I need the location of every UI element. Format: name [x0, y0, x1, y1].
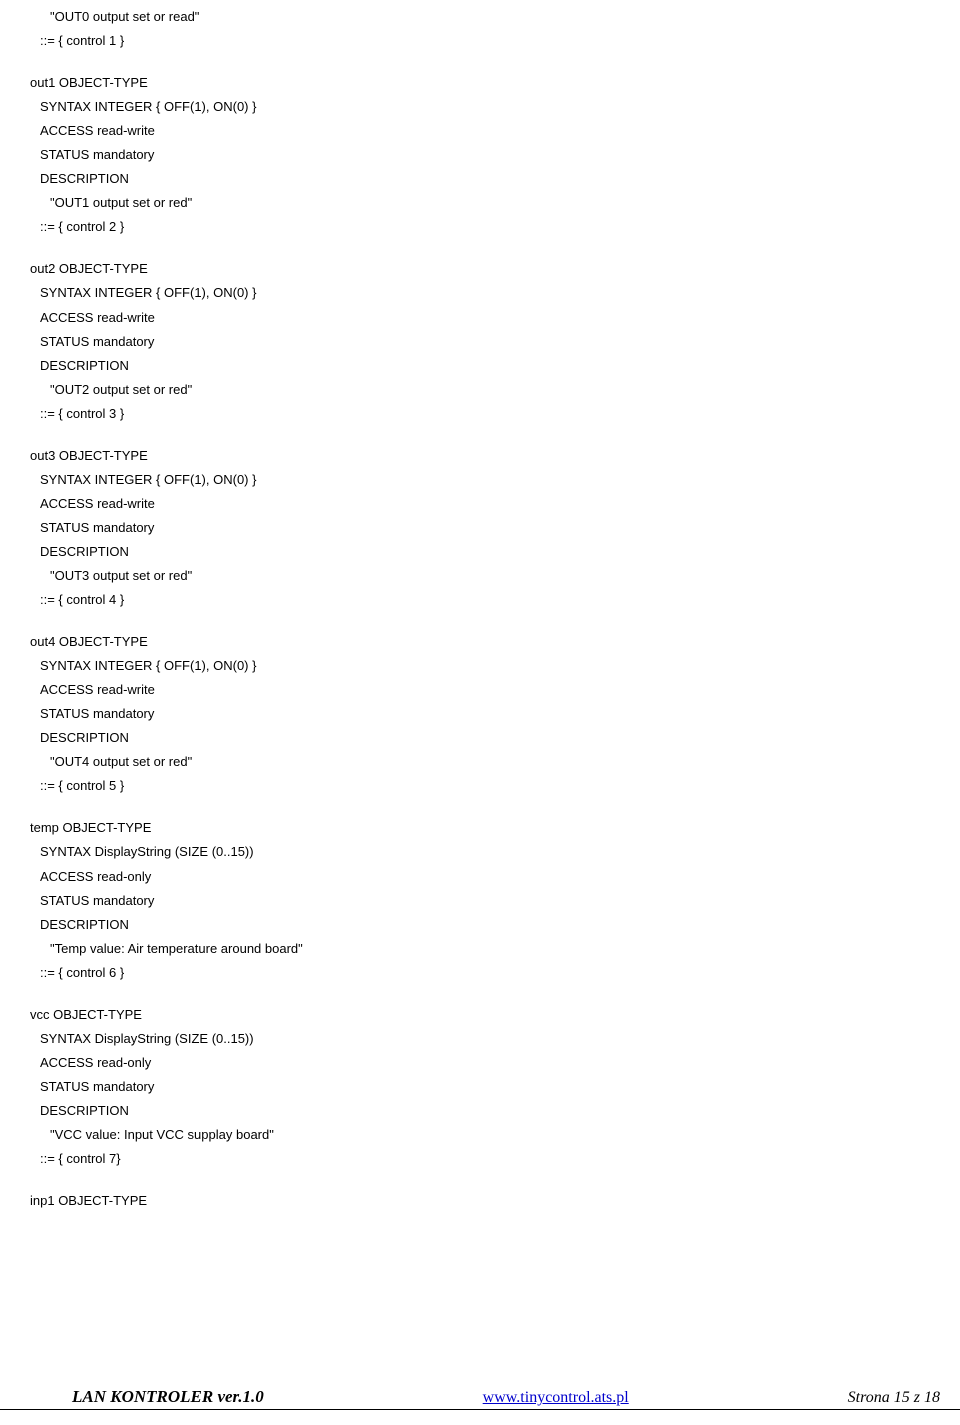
footer-title: LAN KONTROLER ver.1.0 [72, 1387, 264, 1407]
block-separator [20, 239, 960, 257]
code-line: temp OBJECT-TYPE [20, 816, 960, 840]
code-line: STATUS mandatory [20, 702, 960, 726]
code-line: SYNTAX INTEGER { OFF(1), ON(0) } [20, 468, 960, 492]
block-separator [20, 426, 960, 444]
code-line: inp1 OBJECT-TYPE [20, 1189, 960, 1213]
code-line: ACCESS read-write [20, 492, 960, 516]
code-line: DESCRIPTION [20, 540, 960, 564]
code-line: SYNTAX INTEGER { OFF(1), ON(0) } [20, 95, 960, 119]
code-line: ACCESS read-write [20, 306, 960, 330]
footer-page-number: Strona 15 z 18 [848, 1389, 940, 1407]
code-line: SYNTAX INTEGER { OFF(1), ON(0) } [20, 654, 960, 678]
code-line: "Temp value: Air temperature around boar… [20, 937, 960, 961]
code-line: STATUS mandatory [20, 143, 960, 167]
code-line: out1 OBJECT-TYPE [20, 71, 960, 95]
code-line: vcc OBJECT-TYPE [20, 1003, 960, 1027]
code-line: ::= { control 7} [20, 1147, 960, 1171]
code-line: DESCRIPTION [20, 354, 960, 378]
page-footer: LAN KONTROLER ver.1.0 www.tinycontrol.at… [0, 1387, 960, 1410]
code-line: out2 OBJECT-TYPE [20, 257, 960, 281]
code-line: ACCESS read-only [20, 865, 960, 889]
code-line: STATUS mandatory [20, 1075, 960, 1099]
code-line: STATUS mandatory [20, 516, 960, 540]
code-line: ::= { control 4 } [20, 588, 960, 612]
code-line: ::= { control 6 } [20, 961, 960, 985]
code-line: DESCRIPTION [20, 167, 960, 191]
block-separator [20, 53, 960, 71]
code-line: DESCRIPTION [20, 913, 960, 937]
code-line: SYNTAX DisplayString (SIZE (0..15)) [20, 1027, 960, 1051]
code-line: "OUT2 output set or red" [20, 378, 960, 402]
code-line: out3 OBJECT-TYPE [20, 444, 960, 468]
code-line: ::= { control 5 } [20, 774, 960, 798]
block-separator [20, 985, 960, 1003]
code-line: ACCESS read-write [20, 678, 960, 702]
code-line: "OUT1 output set or red" [20, 191, 960, 215]
code-line: "OUT0 output set or read" [20, 5, 960, 29]
block-separator [20, 612, 960, 630]
code-line: STATUS mandatory [20, 889, 960, 913]
code-line: ::= { control 2 } [20, 215, 960, 239]
code-line: ::= { control 3 } [20, 402, 960, 426]
code-line: DESCRIPTION [20, 726, 960, 750]
block-separator [20, 798, 960, 816]
code-line: ACCESS read-only [20, 1051, 960, 1075]
code-line: SYNTAX DisplayString (SIZE (0..15)) [20, 840, 960, 864]
block-separator [20, 1171, 960, 1189]
code-line: "OUT4 output set or red" [20, 750, 960, 774]
code-line: "VCC value: Input VCC supplay board" [20, 1123, 960, 1147]
code-line: DESCRIPTION [20, 1099, 960, 1123]
code-line: SYNTAX INTEGER { OFF(1), ON(0) } [20, 281, 960, 305]
document-body: "OUT0 output set or read"::= { control 1… [0, 0, 960, 1213]
code-line: "OUT3 output set or red" [20, 564, 960, 588]
code-line: ACCESS read-write [20, 119, 960, 143]
code-line: STATUS mandatory [20, 330, 960, 354]
footer-link[interactable]: www.tinycontrol.ats.pl [483, 1389, 629, 1407]
code-line: out4 OBJECT-TYPE [20, 630, 960, 654]
code-line: ::= { control 1 } [20, 29, 960, 53]
